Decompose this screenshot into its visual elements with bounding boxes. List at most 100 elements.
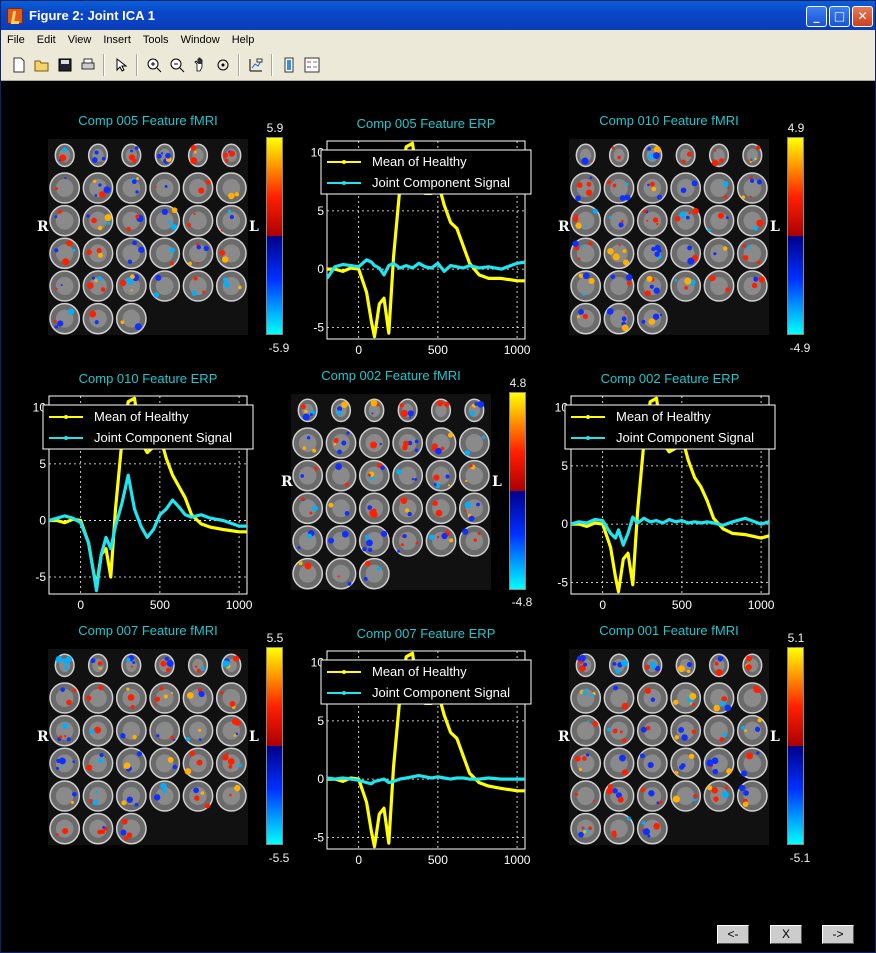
y-tick-label: 5 <box>317 204 324 218</box>
brain-slices <box>49 653 247 845</box>
legend: Mean of Healthy Joint Component Signal <box>42 404 254 450</box>
colorbar-min: -5.9 <box>268 341 290 355</box>
brain-slices <box>570 653 768 845</box>
menu-file[interactable]: File <box>7 34 25 46</box>
y-tick-label: 5 <box>39 457 46 471</box>
series-line-joint-component-signal <box>571 515 769 547</box>
fmri-panel-title: Comp 005 Feature fMRI <box>78 113 218 128</box>
legend-label: Mean of Healthy <box>616 409 711 424</box>
next-page-button[interactable]: -> <box>822 925 854 944</box>
brain-slices <box>570 143 768 335</box>
legend: Mean of Healthy Joint Component Signal <box>320 149 532 195</box>
legend: Mean of Healthy Joint Component Signal <box>320 659 532 705</box>
legend-label: Joint Component Signal <box>94 430 232 445</box>
close-figure-button[interactable]: X <box>770 925 802 944</box>
open-folder-icon[interactable] <box>30 54 53 76</box>
left-hemisphere-label: L <box>249 729 259 745</box>
y-tick-label: -5 <box>35 570 46 584</box>
maximize-button[interactable]: □ <box>829 6 850 27</box>
prev-page-button[interactable]: <- <box>717 925 749 944</box>
series-line-mean-of-healthy <box>571 396 769 594</box>
toolbar-separator <box>136 54 138 76</box>
legend-marker <box>342 670 346 674</box>
pointer-icon[interactable] <box>109 54 132 76</box>
fmri-panel-title: Comp 007 Feature fMRI <box>78 623 218 638</box>
menu-view[interactable]: View <box>67 34 92 46</box>
y-tick-label: 5 <box>317 714 324 728</box>
toolbar-separator <box>103 54 105 76</box>
erp-chart-title: Comp 002 Feature ERP <box>601 371 740 386</box>
menu-bar: File Edit View Insert Tools Window Help <box>1 30 875 50</box>
legend-box <box>320 149 532 195</box>
legend-marker <box>586 436 590 440</box>
menu-edit[interactable]: Edit <box>36 34 56 46</box>
legend-label: Joint Component Signal <box>616 430 754 445</box>
left-hemisphere-label: L <box>770 729 780 745</box>
title-bar[interactable]: Figure 2: Joint ICA 1 _ □ ✕ <box>1 1 875 30</box>
y-tick-label: 0 <box>317 262 324 276</box>
right-hemisphere-label: R <box>558 219 570 235</box>
zoom-out-icon[interactable] <box>165 54 188 76</box>
brain-slice-montage <box>569 649 769 845</box>
new-file-icon[interactable] <box>7 54 30 76</box>
colorbar-min: -5.1 <box>789 851 811 865</box>
data-cursor-icon[interactable] <box>244 54 267 76</box>
colorbar-icon[interactable] <box>277 54 300 76</box>
toolbar <box>1 50 875 81</box>
brain-slice-montage <box>291 394 491 590</box>
legend-marker <box>64 436 68 440</box>
y-tick-label: 5 <box>561 459 568 473</box>
fmri-panel-title: Comp 001 Feature fMRI <box>599 623 739 638</box>
legend-marker <box>342 691 346 695</box>
series-line-joint-component-signal <box>49 473 247 593</box>
minimize-button[interactable]: _ <box>806 6 827 27</box>
x-tick-label: 500 <box>672 598 692 612</box>
matlab-icon <box>7 7 23 24</box>
left-hemisphere-label: L <box>770 219 780 235</box>
legend-label: Mean of Healthy <box>372 154 467 169</box>
colorbar <box>787 647 804 845</box>
colorbar-max: 5.1 <box>787 631 805 645</box>
series-line-mean-of-healthy <box>327 651 525 849</box>
colorbar-max: 4.9 <box>787 121 805 135</box>
x-tick-label: 1000 <box>504 343 531 357</box>
y-tick-label: -5 <box>557 575 568 589</box>
y-tick-label: -5 <box>313 320 324 334</box>
legend-icon[interactable] <box>300 54 323 76</box>
colorbar-min: -4.8 <box>511 595 533 609</box>
x-tick-label: 0 <box>599 598 606 612</box>
menu-insert[interactable]: Insert <box>103 34 131 46</box>
right-hemisphere-label: R <box>281 474 293 490</box>
brain-slice-montage <box>48 139 248 335</box>
save-icon[interactable] <box>53 54 76 76</box>
legend-box <box>42 404 254 450</box>
legend-marker <box>64 415 68 419</box>
legend-box <box>320 659 532 705</box>
menu-window[interactable]: Window <box>180 34 220 46</box>
legend: Mean of Healthy Joint Component Signal <box>564 404 776 450</box>
brain-slices <box>49 143 247 335</box>
menu-help[interactable]: Help <box>231 34 255 46</box>
legend-label: Mean of Healthy <box>372 664 467 679</box>
y-tick-label: -5 <box>313 830 324 844</box>
print-icon[interactable] <box>76 54 99 76</box>
menu-tools[interactable]: Tools <box>142 34 169 46</box>
rotate-icon[interactable] <box>211 54 234 76</box>
zoom-in-icon[interactable] <box>142 54 165 76</box>
close-button[interactable]: ✕ <box>852 6 873 27</box>
pan-hand-icon[interactable] <box>188 54 211 76</box>
x-tick-label: 500 <box>150 598 170 612</box>
right-hemisphere-label: R <box>558 729 570 745</box>
colorbar-max: 5.9 <box>266 121 284 135</box>
erp-chart-title: Comp 010 Feature ERP <box>79 371 218 386</box>
colorbar-max: 5.5 <box>266 631 284 645</box>
x-tick-label: 1000 <box>226 598 253 612</box>
erp-chart-title: Comp 005 Feature ERP <box>357 116 496 131</box>
y-tick-label: 0 <box>317 772 324 786</box>
left-hemisphere-label: L <box>249 219 259 235</box>
colorbar-min: -4.9 <box>789 341 811 355</box>
brain-slice-montage <box>569 139 769 335</box>
colorbar <box>509 392 526 590</box>
